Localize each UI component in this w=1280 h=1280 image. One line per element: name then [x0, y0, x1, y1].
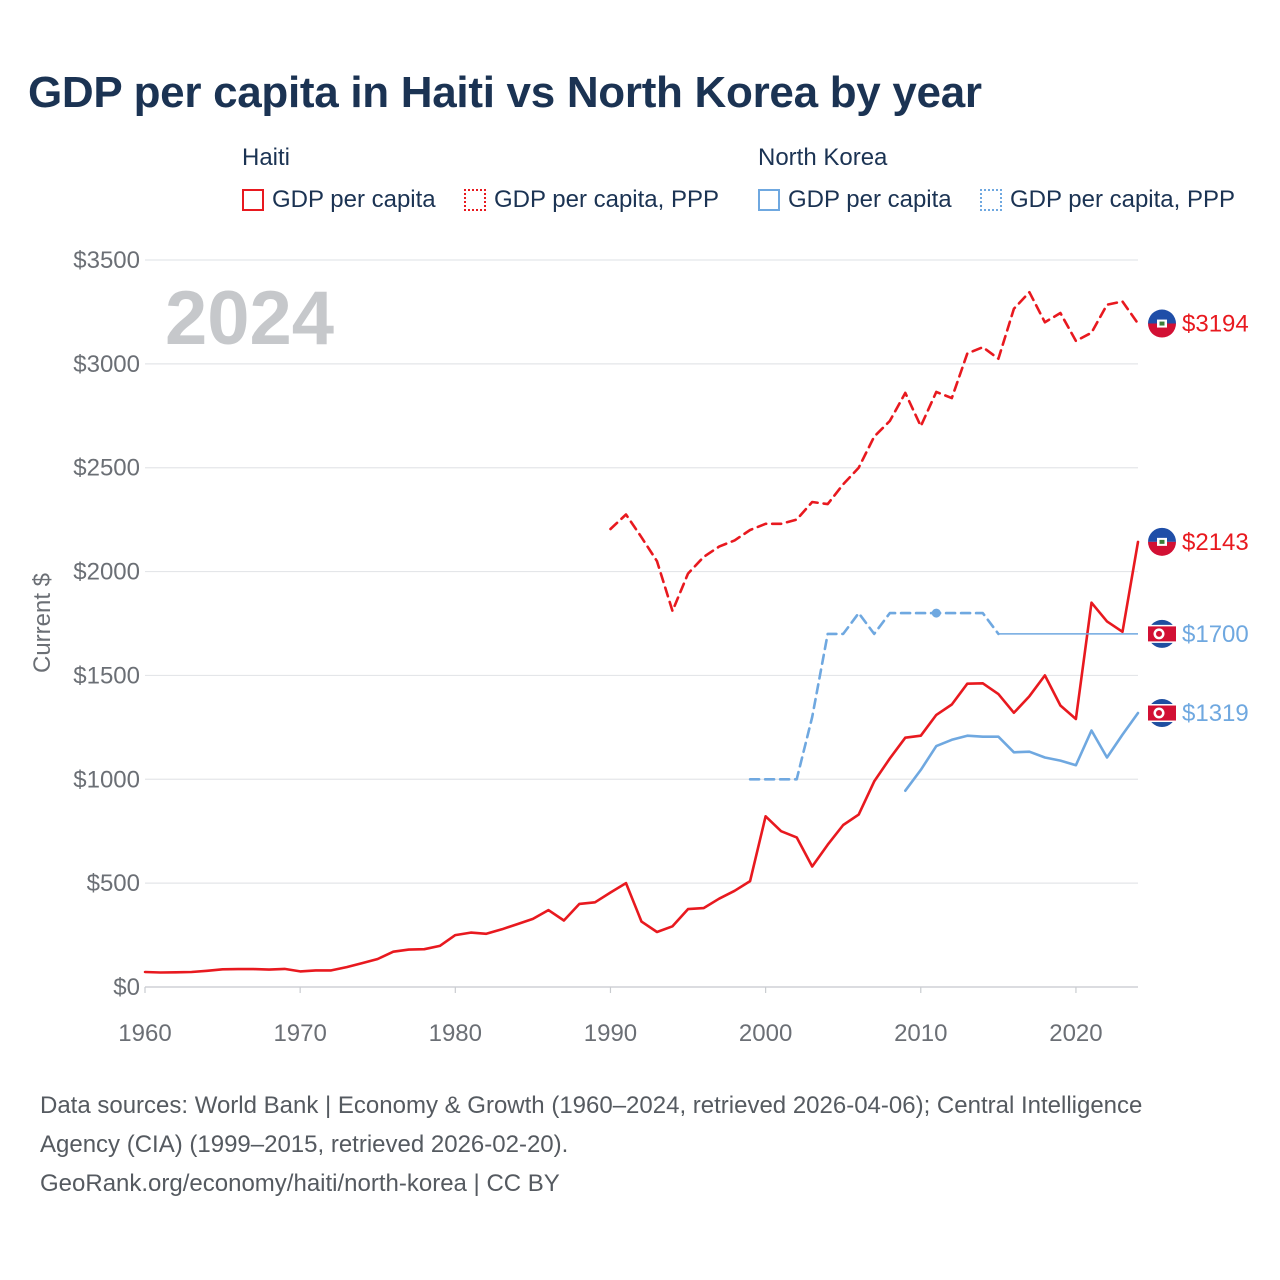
- haiti-flag-icon: [1148, 309, 1176, 338]
- flag-red-star-icon: [1156, 630, 1162, 637]
- north-korea-flag-icon: [1148, 619, 1176, 648]
- flag-top-half: [1148, 309, 1176, 324]
- chart-title: GDP per capita in Haiti vs North Korea b…: [28, 68, 982, 117]
- flag-bottom-half: [1148, 541, 1176, 556]
- series-line-haiti-gdp-per-capita: [143, 540, 1140, 974]
- flag-emblem-icon: [1159, 321, 1165, 326]
- legend-item-north-korea-gdp[interactable]: GDP per capita: [758, 186, 952, 214]
- y-tick-label: $3500: [73, 247, 140, 274]
- x-tick-label: 1990: [584, 1020, 637, 1047]
- legend-label: GDP per capita, PPP: [494, 186, 719, 213]
- year-watermark: 2024: [165, 276, 334, 361]
- y-axis-label: Current $: [29, 573, 56, 673]
- x-tick-label: 2010: [894, 1020, 947, 1047]
- y-tick-label: $500: [87, 870, 140, 897]
- series-line-north-korea-gdp-per-capita: [903, 711, 1140, 793]
- legend-item-haiti-gdp[interactable]: GDP per capita: [242, 186, 436, 214]
- sources-line-2: Agency (CIA) (1999–2015, retrieved 2026-…: [40, 1131, 569, 1158]
- legend-label: GDP per capita: [272, 186, 436, 213]
- series-point-marker: [931, 608, 941, 618]
- sources-line-1: Data sources: World Bank | Economy & Gro…: [40, 1092, 1143, 1119]
- legend-swatch-dotted-icon: [464, 189, 486, 211]
- y-tick-label: $2000: [73, 559, 140, 586]
- x-tick-label: 1970: [273, 1020, 326, 1047]
- legend-group-haiti: Haiti: [242, 144, 291, 171]
- flag-top-half: [1148, 527, 1176, 542]
- series: [143, 290, 1140, 974]
- x-tick-label: 2000: [739, 1020, 792, 1047]
- end-value-label: $1700: [1182, 621, 1249, 648]
- legend-item-haiti-gdp-ppp[interactable]: GDP per capita, PPP: [464, 186, 719, 214]
- legend-label: GDP per capita, PPP: [1010, 186, 1235, 213]
- north-korea-flag-icon: [1148, 699, 1176, 728]
- y-tick-label: $0: [113, 974, 140, 1001]
- y-tick-label: $1500: [73, 662, 140, 689]
- x-tick-label: 1980: [429, 1020, 482, 1047]
- legend-swatch-dotted-icon: [980, 189, 1002, 211]
- legend-label: GDP per capita: [788, 186, 952, 213]
- x-tick-label: 2020: [1049, 1020, 1102, 1047]
- flag-red-star-icon: [1156, 710, 1162, 717]
- y-tick-label: $1000: [73, 766, 140, 793]
- data-sources: Data sources: World Bank | Economy & Gro…: [40, 1086, 1240, 1203]
- legend-swatch-solid-icon: [242, 189, 264, 211]
- legend-group-north-korea: North Korea: [758, 144, 888, 171]
- series-line-haiti-gdp-per-capita-ppp: [609, 290, 1140, 613]
- haiti-flag-icon: [1148, 527, 1176, 556]
- y-tick-label: $3000: [73, 351, 140, 378]
- end-value-label: $2143: [1182, 529, 1249, 556]
- end-value-label: $1319: [1182, 700, 1249, 727]
- end-value-label: $3194: [1182, 311, 1249, 338]
- y-tick-label: $2500: [73, 455, 140, 482]
- axes: $0 $500 $1000 $1500 $2000 $2500 $3000 $3500 1960…: [73, 247, 1138, 1047]
- flag-bottom-half: [1148, 323, 1176, 338]
- sources-line-3: GeoRank.org/economy/haiti/north-korea | …: [40, 1170, 560, 1197]
- legend-swatch-solid-icon: [758, 189, 780, 211]
- flag-emblem-icon: [1159, 539, 1165, 544]
- x-tick-label: 1960: [118, 1020, 171, 1047]
- series-line-north-korea-gdp-per-capita-ppp: [748, 611, 1000, 781]
- end-labels: $2143 $3194 $1319 $1700: [1148, 309, 1249, 728]
- legend-item-north-korea-gdp-ppp[interactable]: GDP per capita, PPP: [980, 186, 1235, 214]
